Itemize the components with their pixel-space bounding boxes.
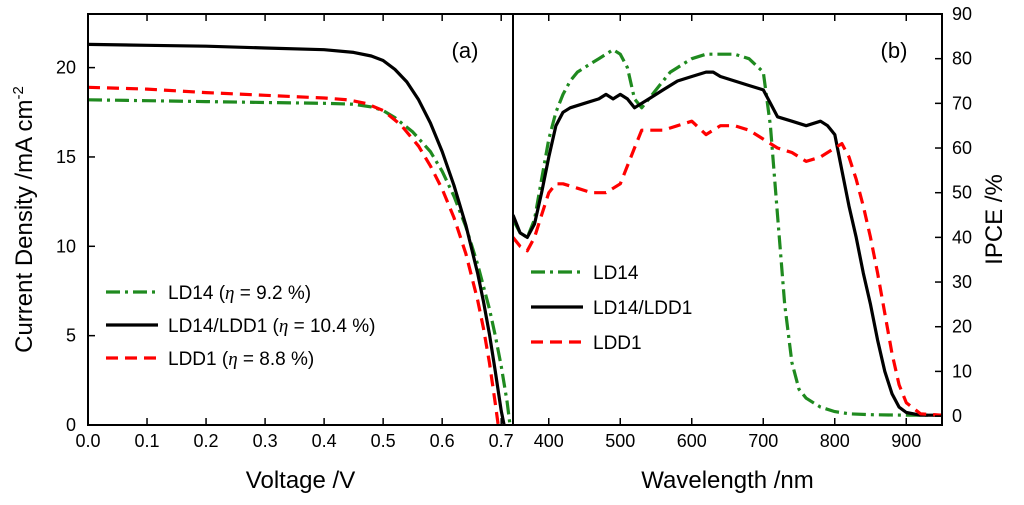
series-line-ld14-ldd1 [513, 70, 942, 417]
x-tick-label: 0.2 [194, 431, 219, 451]
y-axis-label: Current Density /mA cm-2 [10, 86, 38, 353]
y-tick-label: 20 [952, 317, 972, 337]
legend-eta-value: = 10.4 %) [288, 316, 375, 337]
plot-frame [512, 13, 943, 426]
x-tick-label: 0.1 [135, 431, 160, 451]
y-tick-label: 70 [952, 93, 972, 113]
legend-series-name: LDD1 [168, 349, 217, 370]
x-axis-label: Wavelength /nm [641, 467, 814, 494]
y-axis-label-sup: -2 [10, 86, 27, 99]
series-line-ld14 [513, 48, 942, 417]
series-line-ld14-ldd1 [88, 42, 506, 425]
series-line-ld14 [88, 98, 512, 425]
x-tick-label: 0.4 [312, 431, 337, 451]
legend-eta-value: = 9.2 %) [234, 283, 311, 304]
y-tick-label: 40 [952, 227, 972, 247]
legend-entry: LD14/LDD1 (η = 10.4 %) [168, 316, 375, 337]
legend-series-name: LD14/LDD1 [593, 298, 692, 319]
x-tick-label: 500 [605, 431, 635, 451]
series-line-ldd1 [88, 85, 500, 425]
legend-entry: LD14/LDD1 [593, 298, 692, 319]
x-tick-label: 0.6 [430, 431, 455, 451]
x-tick-label: 0.5 [371, 431, 396, 451]
panel-a-jv-curve: 0.0 0.1 0.2 0.3 0.4 0.5 0.6 0.7 0 5 10 15 20 Voltage … [10, 13, 514, 494]
legend-entry: LDD1 [593, 333, 642, 354]
legend-series-name: LDD1 [593, 333, 642, 354]
y-tick-label: 0 [66, 415, 76, 435]
y-tick-label: 5 [66, 326, 76, 346]
y-tick-label: 90 [952, 4, 972, 24]
y-tick-label: 50 [952, 183, 972, 203]
y-axis-label: IPCE /% [981, 174, 1008, 265]
y-tick-label: 80 [952, 49, 972, 69]
x-tick-label: 0.3 [253, 431, 278, 451]
legend-entry: LDD1 (η = 8.8 %) [168, 349, 314, 370]
y-tick-label: 10 [952, 361, 972, 381]
panel-label: (a) [452, 38, 479, 63]
series-line-ldd1 [513, 119, 942, 417]
legend-entry: LD14 (η = 9.2 %) [168, 283, 311, 304]
legend-series-name: LD14/LDD1 [168, 316, 267, 337]
x-tick-label: 900 [891, 431, 921, 451]
x-tick-label: 0.0 [75, 431, 100, 451]
legend-series-name: LD14 [593, 263, 639, 284]
legend-eta-symbol: η [279, 316, 288, 337]
legend-series-name: LD14 [168, 283, 214, 304]
y-tick-label: 0 [952, 406, 962, 426]
x-tick-label: 700 [748, 431, 778, 451]
x-tick-label: 600 [677, 431, 707, 451]
y-tick-label: 10 [56, 236, 76, 256]
legend-eta-symbol: η [228, 349, 237, 370]
y-tick-label: 30 [952, 272, 972, 292]
x-tick-label: 400 [534, 431, 564, 451]
legend-eta-symbol: η [225, 283, 234, 304]
x-axis-label: Voltage /V [246, 467, 355, 494]
legend-eta-value: = 8.8 %) [238, 349, 315, 370]
y-tick-label: 60 [952, 138, 972, 158]
legend-entry: LD14 [593, 263, 639, 284]
panel-label: (b) [881, 38, 908, 63]
panel-b-ipce-curve: 400 500 600 700 800 900 0 10 20 30 40 50 60 70 80 90 Wav… [512, 4, 1008, 494]
y-tick-label: 15 [56, 147, 76, 167]
x-tick-label: 0.7 [489, 431, 514, 451]
x-tick-label: 800 [820, 431, 850, 451]
y-tick-label: 20 [56, 58, 76, 78]
